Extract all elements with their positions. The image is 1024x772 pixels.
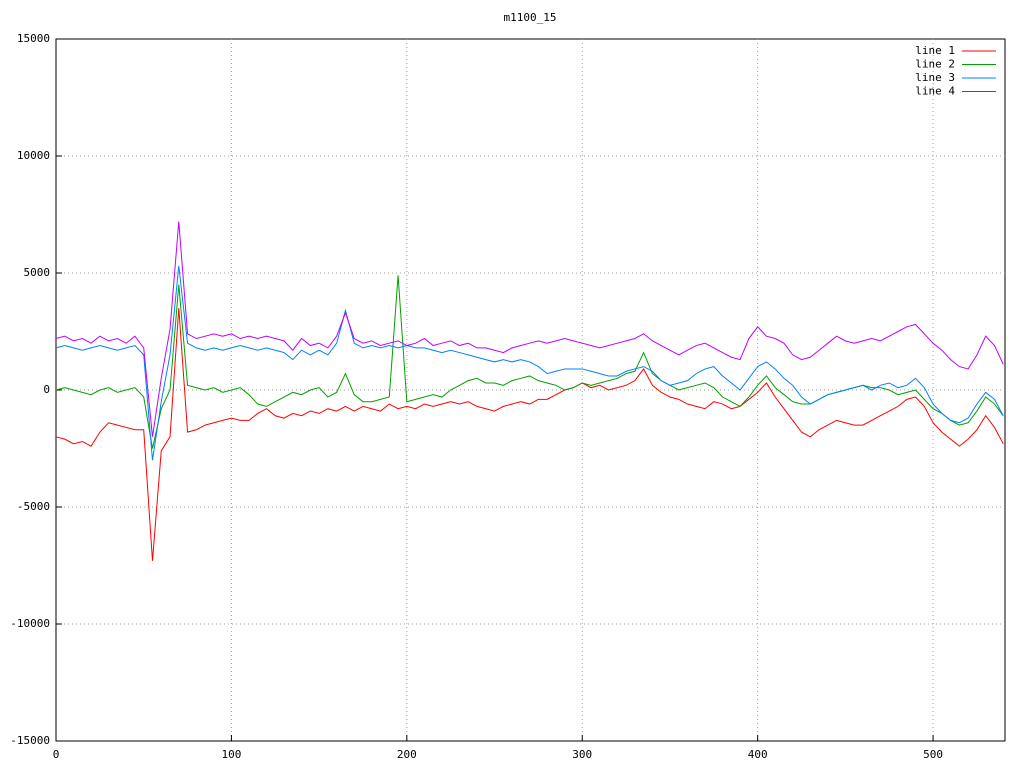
y-tick-label: -15000: [10, 734, 50, 747]
x-tick-label: 500: [923, 748, 943, 761]
legend-label: line 1: [915, 44, 955, 57]
y-tick-label: 15000: [17, 32, 50, 45]
chart-title: m1100_15: [504, 11, 557, 24]
x-tick-label: 0: [53, 748, 60, 761]
data-line: [55, 221, 1004, 437]
y-tick-label: -10000: [10, 617, 50, 630]
data-line: [55, 308, 1004, 561]
legend-label: line 2: [915, 58, 955, 71]
y-tick-label: -5000: [17, 500, 50, 513]
y-tick-label: 0: [43, 383, 50, 396]
x-tick-label: 300: [572, 748, 592, 761]
legend-label: line 3: [915, 71, 955, 84]
legend-label: line 4: [915, 85, 955, 98]
x-tick-label: 200: [397, 748, 417, 761]
x-tick-label: 400: [748, 748, 768, 761]
y-tick-label: 5000: [24, 266, 51, 279]
data-line: [55, 265, 1004, 461]
x-tick-label: 100: [221, 748, 241, 761]
y-tick-label: 10000: [17, 149, 50, 162]
